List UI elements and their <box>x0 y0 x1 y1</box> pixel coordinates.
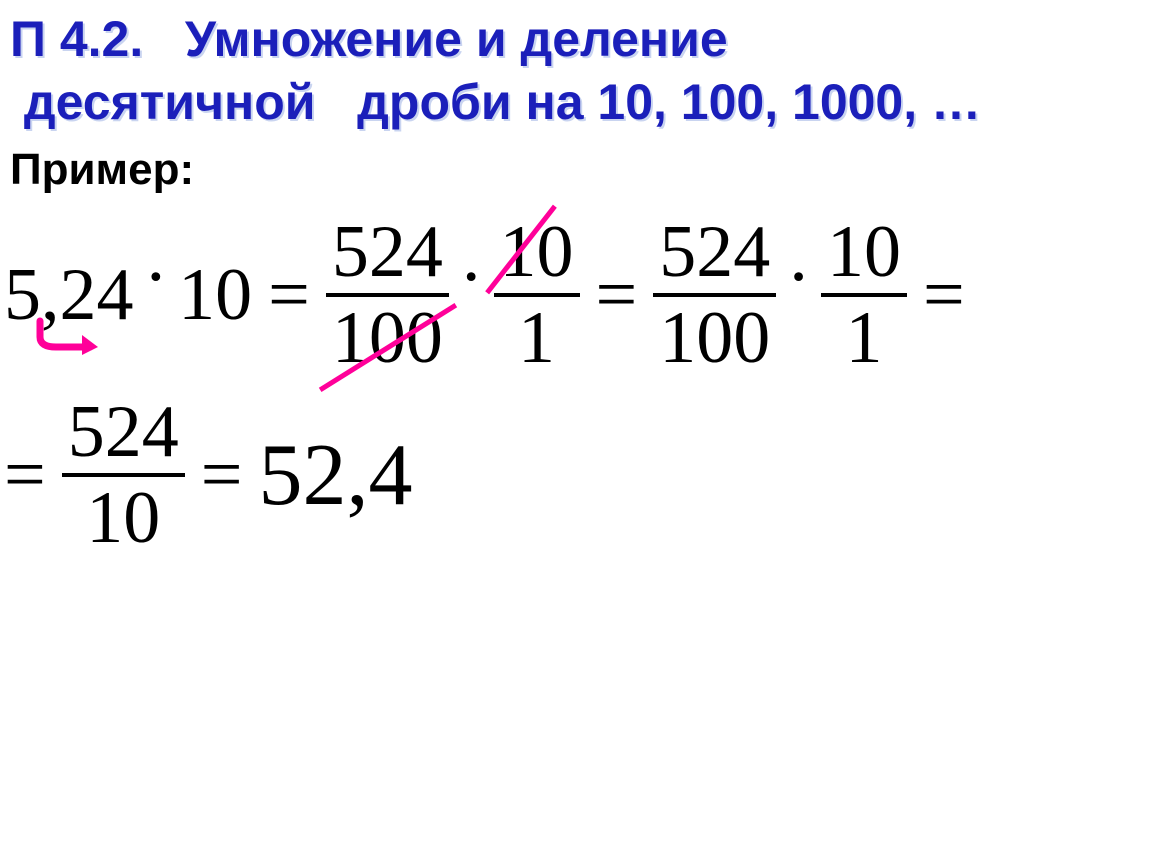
den-1-b: 1 <box>839 301 888 375</box>
equals-3: = <box>907 253 965 338</box>
math-region: 5,24 · 10 = 524 100 · 10 1 <box>0 215 1150 555</box>
fraction-524-10: 524 10 <box>62 395 185 555</box>
equals-4: = <box>4 433 62 518</box>
num-524-c: 524 <box>62 395 185 469</box>
equals-1: = <box>252 253 326 338</box>
decimal-lhs: 5,24 <box>4 253 134 338</box>
den-10-c: 10 <box>80 481 166 555</box>
move-arrow-icon <box>32 317 110 355</box>
fraction-10-1-a: 10 1 <box>494 215 580 375</box>
mult-dot-1: · <box>134 235 179 320</box>
page-title: П 4.2. Умножение и деление десятичной др… <box>0 0 1150 133</box>
den-100-a: 100 <box>326 301 449 375</box>
example-label: Пример: <box>0 133 1150 195</box>
equals-2: = <box>580 253 654 338</box>
title-line-2: десятичной дроби на 10, 100, 1000, … <box>10 71 1130 134</box>
title-line-1: П 4.2. Умножение и деление <box>10 8 1130 71</box>
den-100-b: 100 <box>653 301 776 375</box>
factor-10: 10 <box>178 253 252 338</box>
num-10-b: 10 <box>821 215 907 289</box>
mult-dot-3: · <box>776 235 821 320</box>
equation-row-1: 5,24 · 10 = 524 100 · 10 1 <box>0 215 1150 375</box>
num-524-a: 524 <box>326 215 449 289</box>
equation-row-2: = 524 10 = 52,4 <box>0 395 1150 555</box>
struck-fraction-group: 524 100 · 10 1 <box>326 215 580 375</box>
den-1-a: 1 <box>512 301 561 375</box>
fraction-524-100-b: 524 100 <box>653 215 776 375</box>
num-524-b: 524 <box>653 215 776 289</box>
equals-5: = <box>185 433 259 518</box>
fraction-524-100-a: 524 100 <box>326 215 449 375</box>
fraction-10-1-b: 10 1 <box>821 215 907 375</box>
result-value: 52,4 <box>258 425 412 526</box>
